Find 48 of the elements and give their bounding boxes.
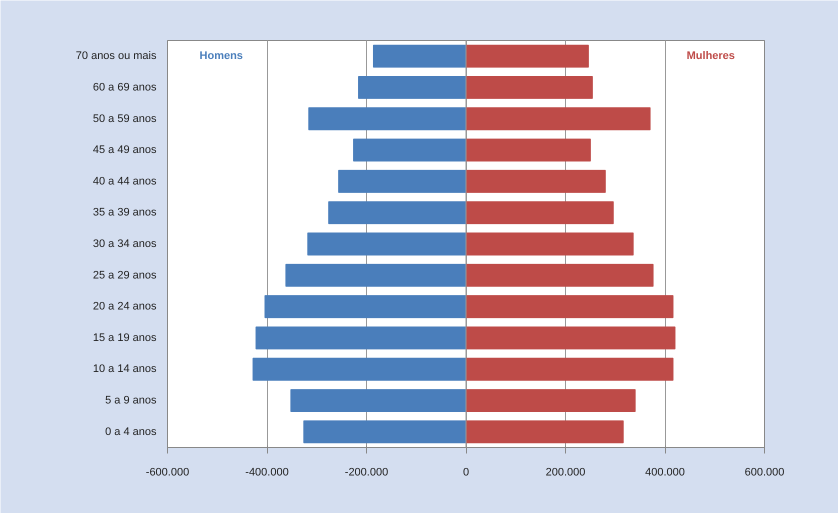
bar (466, 44, 589, 68)
bar (328, 201, 466, 224)
y-tick-label: 35 a 39 anos (92, 206, 157, 219)
bar (303, 420, 466, 444)
y-tick-label: 60 a 69 anos (92, 81, 157, 94)
y-tick-label: 40 a 44 anos (92, 175, 157, 188)
bar (466, 295, 674, 318)
bar (466, 201, 614, 224)
y-tick-label: 5 a 9 anos (105, 394, 157, 407)
bar (466, 358, 674, 381)
bar (285, 264, 466, 287)
bar (466, 138, 591, 162)
x-tick-label: -400.000 (245, 466, 289, 478)
bar (466, 170, 606, 193)
y-tick-label: 30 a 34 anos (92, 238, 157, 250)
x-tick-label: 600.000 (744, 466, 784, 478)
text: Homens (200, 50, 243, 62)
bar (290, 389, 466, 412)
bar (466, 107, 651, 130)
y-tick-label: 70 anos ou mais (76, 50, 157, 62)
x-tick-label: 200.000 (546, 466, 586, 478)
bar (353, 138, 466, 162)
bar (358, 76, 466, 99)
y-tick-label: 20 a 24 anos (92, 300, 157, 313)
x-tick-label: 400.000 (645, 466, 685, 478)
x-tick-label: 0 (462, 466, 470, 478)
y-tick-label: 15 a 19 anos (92, 332, 157, 344)
y-tick-label: 45 a 49 anos (92, 144, 157, 156)
bar (252, 358, 466, 381)
bar (466, 326, 676, 350)
y-tick-label: 50 a 59 anos (92, 112, 157, 125)
bar (308, 107, 466, 130)
bar (466, 264, 654, 287)
y-tick-label: 0 a 4 anos (105, 426, 157, 438)
bar (466, 76, 593, 99)
bar (256, 326, 466, 350)
text: Mulheres (686, 50, 735, 62)
bar (372, 44, 466, 68)
bar (466, 232, 634, 256)
bar (264, 295, 466, 318)
y-tick-label: 10 a 14 anos (92, 363, 157, 376)
y-tick-label: 25 a 29 anos (92, 269, 157, 282)
x-tick-label: -200.000 (344, 466, 388, 478)
x-tick-label: -600.000 (146, 466, 190, 478)
bar (307, 232, 466, 256)
bar (466, 389, 636, 412)
bar (338, 170, 466, 193)
bar (466, 420, 624, 444)
